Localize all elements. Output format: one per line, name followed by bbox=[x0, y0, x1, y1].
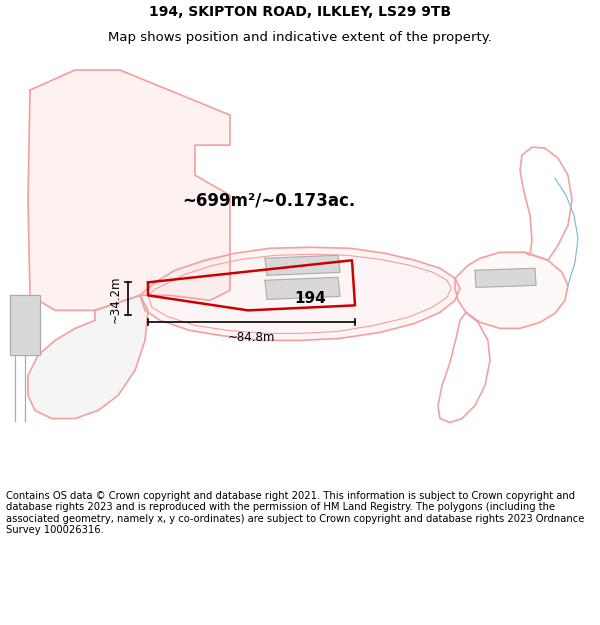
Polygon shape bbox=[265, 255, 340, 276]
Text: 194, SKIPTON ROAD, ILKLEY, LS29 9TB: 194, SKIPTON ROAD, ILKLEY, LS29 9TB bbox=[149, 6, 451, 19]
Polygon shape bbox=[455, 253, 568, 328]
Polygon shape bbox=[140, 248, 460, 341]
Polygon shape bbox=[28, 70, 230, 311]
Text: 194: 194 bbox=[294, 291, 326, 306]
Text: Map shows position and indicative extent of the property.: Map shows position and indicative extent… bbox=[108, 31, 492, 44]
Polygon shape bbox=[475, 268, 536, 288]
Text: ~34.2m: ~34.2m bbox=[109, 275, 122, 322]
Text: Contains OS data © Crown copyright and database right 2021. This information is : Contains OS data © Crown copyright and d… bbox=[6, 491, 584, 536]
Text: ~699m²/~0.173ac.: ~699m²/~0.173ac. bbox=[182, 191, 355, 209]
Polygon shape bbox=[10, 296, 40, 356]
Polygon shape bbox=[28, 296, 148, 419]
Text: ~84.8m: ~84.8m bbox=[228, 331, 275, 344]
Polygon shape bbox=[265, 278, 340, 299]
